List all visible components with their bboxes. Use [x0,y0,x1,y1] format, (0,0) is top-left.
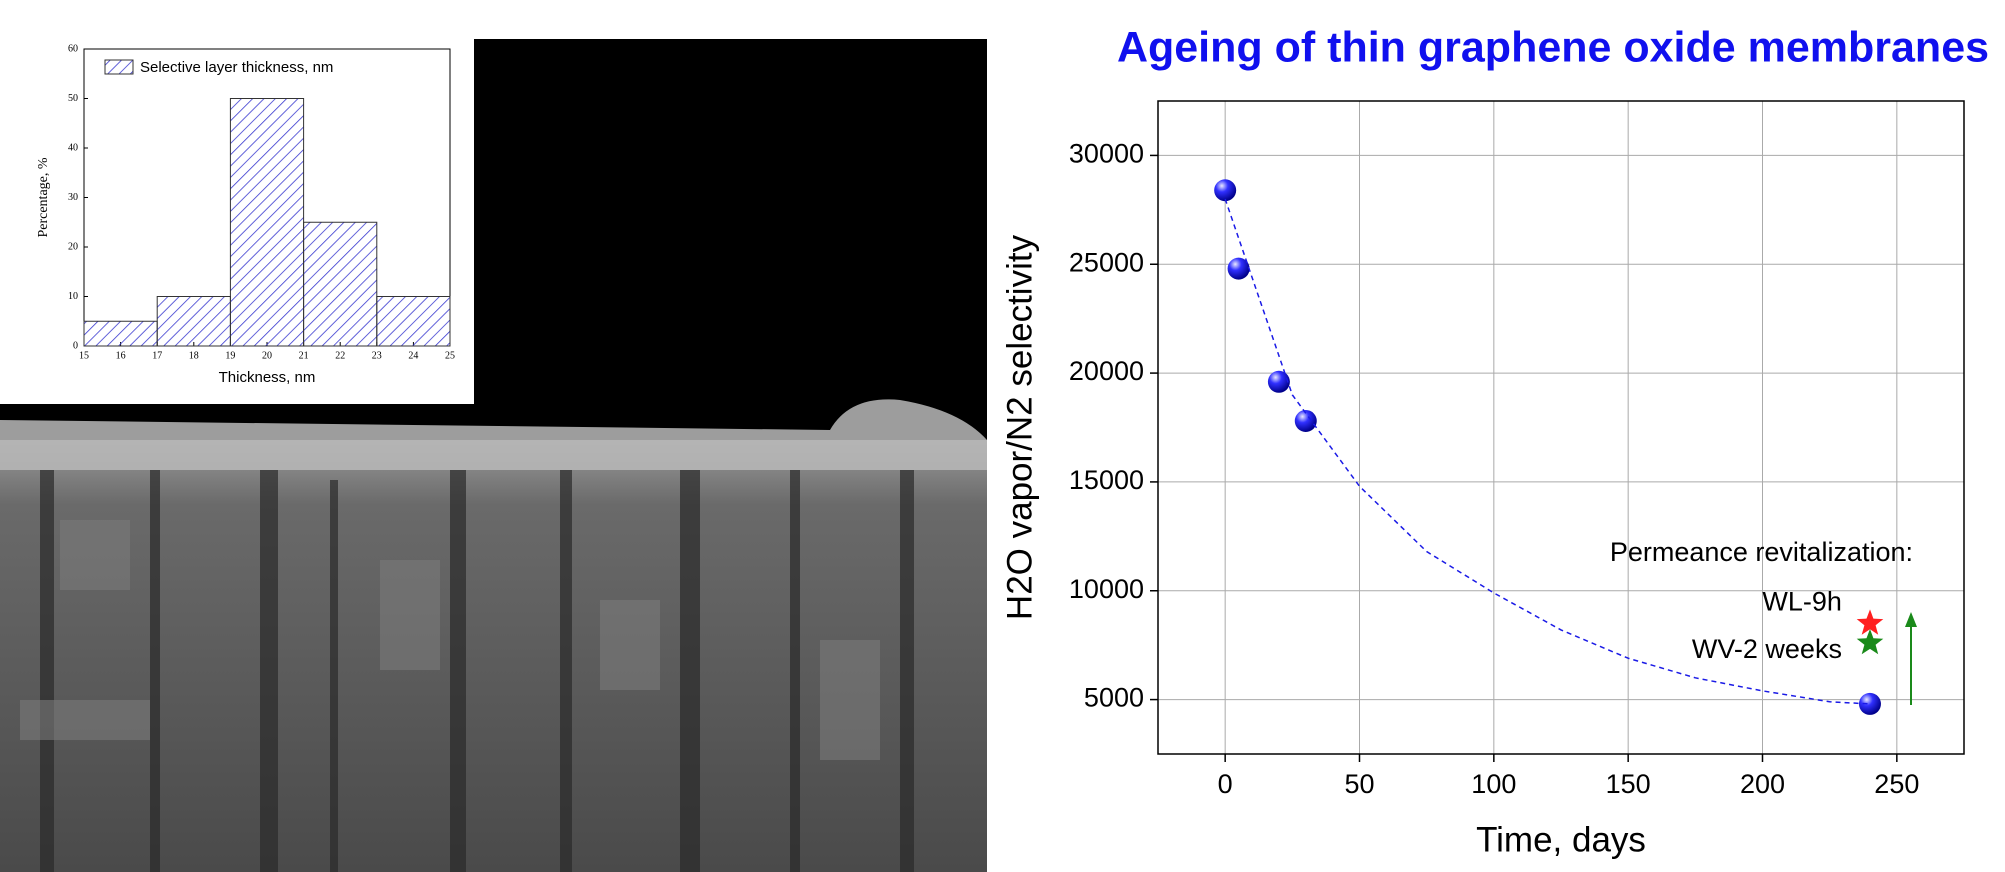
x-tick-label: 100 [1471,769,1516,799]
arrow-head [1905,612,1917,627]
fit-line [1224,198,1871,705]
data-point [1294,409,1317,432]
x-axis-label: Thickness, nm [219,369,316,386]
x-tick-label: 15 [79,350,89,361]
star-point [1856,609,1884,635]
y-tick-label: 20000 [1069,356,1144,386]
legend-swatch [104,59,134,75]
y-axis-label: Percentage, % [36,157,51,237]
x-tick-label: 150 [1606,769,1651,799]
y-tick-label: 10 [68,291,78,302]
data-point [1267,370,1290,393]
x-tick-label: 22 [335,350,345,361]
data-point [1227,257,1250,280]
histogram: 15 16 17 18 19 20 21 22 23 24 25 0 10 20 30 40 50 60 Thick… [36,43,455,386]
x-tick-label: 19 [225,350,235,361]
y-tick-label: 30 [68,192,78,203]
data-point [1214,179,1237,202]
legend-label: Selective layer thickness, nm [140,59,333,76]
y-tick-label: 40 [68,142,78,153]
x-tick-label: 20 [262,350,272,361]
x-tick-label: 24 [408,350,418,361]
x-tick-label: 25 [445,350,455,361]
star-point [1856,629,1884,655]
y-tick-label: 5000 [1084,683,1144,713]
scatter-chart: Ageing of thin graphene oxide membranes 0… [1000,23,1989,859]
y-tick-label: 30000 [1069,139,1144,169]
x-tick-label: 0 [1218,769,1233,799]
y-tick-label: 0 [73,340,78,351]
x-tick-label: 17 [152,350,162,361]
plot-frame [1157,100,1965,755]
annotation: Permeance revitalization: [1610,537,1913,567]
y-tick-label: 10000 [1069,574,1144,604]
x-tick-label: 18 [189,350,199,361]
bar [83,320,158,347]
y-tick-label: 20 [68,241,78,252]
x-tick-label: 250 [1874,769,1919,799]
y-tick-label: 15000 [1069,465,1144,495]
chart-title: Ageing of thin graphene oxide membranes [1117,23,1989,71]
bar [229,98,305,347]
x-tick-label: 50 [1344,769,1374,799]
point-label: WV-2 weeks [1692,634,1842,664]
bar [376,296,451,347]
bar [156,296,231,347]
y-axis-label: H2O vapor/N2 selectivity [1000,234,1039,620]
bar [303,221,378,347]
x-tick-label: 16 [116,350,126,361]
x-tick-label: 23 [372,350,382,361]
point-label: WL-9h [1762,587,1842,617]
y-tick-label: 50 [68,93,78,104]
x-tick-label: 21 [299,350,309,361]
y-tick-label: 25000 [1069,247,1144,277]
x-tick-label: 200 [1740,769,1785,799]
x-axis-label: Time, days [1476,820,1646,859]
sem-image [0,39,987,872]
data-point [1858,692,1881,715]
y-tick-label: 60 [68,43,78,54]
